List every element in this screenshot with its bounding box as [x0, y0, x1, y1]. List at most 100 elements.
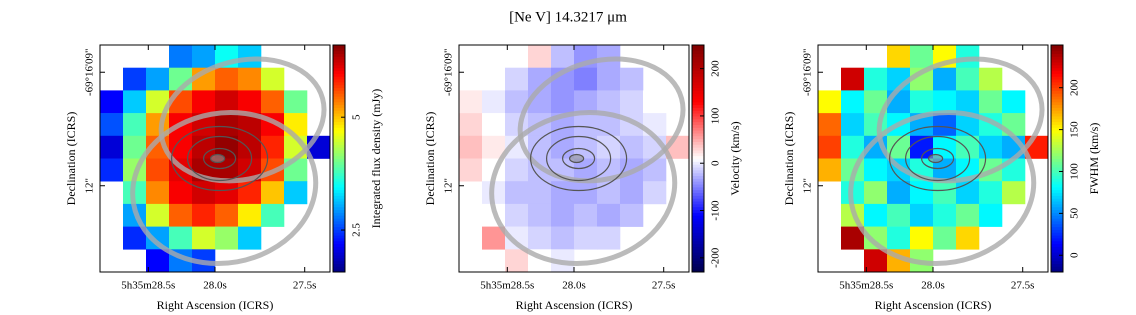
pixel [620, 67, 644, 91]
colorbar-step [1051, 56, 1063, 60]
colorbar-step [692, 101, 704, 106]
colorbar-step [333, 130, 345, 134]
colorbar-step [1051, 64, 1063, 69]
pixel [215, 90, 239, 114]
colorbar-step [692, 79, 704, 83]
colorbar-step [333, 232, 345, 236]
contour [568, 153, 585, 164]
contour [904, 135, 971, 182]
pixel [841, 226, 865, 250]
colorbar-step [333, 206, 345, 211]
colorbar-step [1051, 152, 1063, 157]
colorbar-step [1051, 107, 1063, 111]
pixel [933, 67, 957, 91]
pixel [620, 90, 644, 114]
colorbar-step [692, 90, 704, 94]
colorbar-step [692, 152, 704, 157]
pixel [551, 181, 575, 205]
colorbar-step [333, 132, 345, 137]
pixel [551, 90, 575, 114]
colorbar-step [1051, 220, 1063, 225]
pixel [238, 67, 262, 91]
colorbar-step [692, 132, 704, 137]
colorbar-step [333, 101, 345, 106]
colorbar-step [1051, 149, 1063, 154]
colorbar-step [333, 158, 345, 162]
colorbar-step [1051, 81, 1063, 86]
pixel [284, 181, 308, 205]
pixel [551, 203, 575, 227]
colorbar-tick-label: 100 [1069, 163, 1081, 180]
pixel [123, 113, 147, 137]
pixel [597, 90, 621, 114]
x-tick-label: 5h35m28.5s [121, 280, 175, 292]
y-tick-label: -69°16'09" [802, 48, 814, 96]
colorbar-step [692, 263, 704, 267]
colorbar-step [692, 62, 704, 66]
colorbar-step [1051, 147, 1063, 151]
colorbar-step [1051, 110, 1063, 114]
colorbar-step [692, 232, 704, 236]
colorbar-step [1051, 169, 1063, 174]
pixel [597, 181, 621, 205]
pixel [620, 181, 644, 205]
pixel [597, 135, 621, 159]
pixel [887, 226, 911, 250]
colorbar-step [1051, 209, 1063, 213]
colorbar-step [333, 118, 345, 123]
colorbar-step [333, 243, 345, 247]
pixel [574, 181, 598, 205]
pixel [864, 249, 888, 273]
colorbar-step [1051, 257, 1063, 262]
colorbar-step [692, 110, 704, 114]
colorbar-step [333, 149, 345, 154]
colorbar-step [1051, 226, 1063, 230]
colorbar-step [1051, 127, 1063, 131]
colorbar-step [692, 246, 704, 250]
colorbar-step [333, 220, 345, 225]
colorbar-step [692, 189, 704, 194]
colorbar-step [333, 203, 345, 208]
pixel [956, 181, 980, 205]
colorbar-step [333, 70, 345, 74]
colorbar-tick-label: -100 [710, 200, 722, 221]
colorbar-step [692, 87, 704, 91]
colorbar-step [1051, 161, 1063, 165]
x-tick-label: 27.5s [652, 280, 676, 292]
pixel [261, 203, 285, 227]
pixel [169, 226, 193, 250]
pixel [261, 90, 285, 114]
colorbar-step [333, 107, 345, 111]
colorbar-step [333, 269, 345, 273]
x-tick-label: 27.5s [1011, 280, 1035, 292]
colorbar-step [1051, 246, 1063, 250]
pixel [979, 67, 1003, 91]
pixel [864, 158, 888, 182]
colorbar-step [1051, 158, 1063, 162]
pixel [933, 203, 957, 227]
pixel [597, 45, 621, 68]
colorbar-step [692, 53, 704, 57]
colorbar-step [692, 254, 704, 259]
pixel [146, 67, 170, 91]
colorbar-step [333, 62, 345, 66]
colorbar-tick-label: 200 [1069, 79, 1081, 96]
pixel [459, 135, 483, 159]
colorbar-step [333, 121, 345, 125]
colorbar-step [692, 138, 704, 142]
colorbar-step [333, 141, 345, 145]
colorbar-step [692, 141, 704, 145]
colorbar-step [692, 266, 704, 270]
colorbar-step [692, 249, 704, 253]
colorbar-step [692, 186, 704, 191]
aperture [158, 56, 327, 184]
pixel [215, 67, 239, 91]
colorbar-step [692, 203, 704, 208]
colorbar-step [1051, 237, 1063, 242]
pixel [956, 135, 980, 159]
colorbar-step [1051, 243, 1063, 247]
contour [171, 125, 269, 192]
colorbar-step [333, 81, 345, 86]
y-axis-label: Declination (ICRS) [782, 112, 796, 206]
colorbar-step [692, 56, 704, 60]
